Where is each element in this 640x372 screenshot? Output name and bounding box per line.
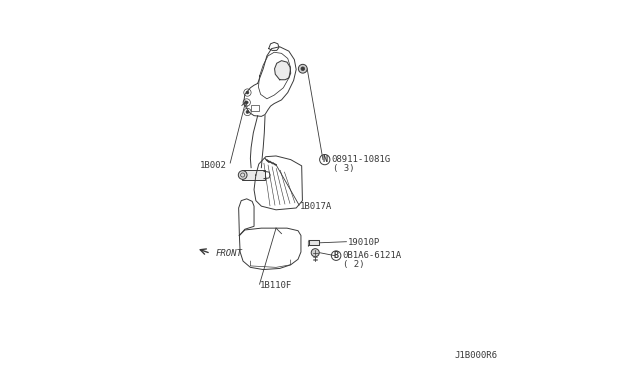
- Circle shape: [298, 64, 307, 73]
- Text: J1B000R6: J1B000R6: [455, 351, 498, 360]
- Text: ( 2): ( 2): [344, 260, 365, 269]
- Text: ( 3): ( 3): [333, 164, 355, 173]
- Text: 1B110F: 1B110F: [260, 281, 292, 290]
- Polygon shape: [275, 61, 291, 80]
- Text: 0B1A6-6121A: 0B1A6-6121A: [342, 251, 401, 260]
- Bar: [242, 170, 265, 180]
- Circle shape: [301, 67, 305, 71]
- Circle shape: [245, 101, 248, 104]
- Circle shape: [238, 171, 247, 179]
- Bar: [251, 105, 259, 110]
- Text: N: N: [323, 155, 327, 164]
- Text: 1B017A: 1B017A: [300, 202, 332, 211]
- Text: 19010P: 19010P: [348, 238, 380, 247]
- Text: FRONT: FRONT: [216, 249, 243, 258]
- Text: 1B002: 1B002: [200, 161, 227, 170]
- Text: B: B: [333, 251, 339, 260]
- Circle shape: [311, 248, 319, 257]
- Text: 08911-1081G: 08911-1081G: [332, 155, 391, 164]
- Circle shape: [246, 91, 249, 94]
- Circle shape: [246, 110, 249, 113]
- Polygon shape: [309, 240, 319, 246]
